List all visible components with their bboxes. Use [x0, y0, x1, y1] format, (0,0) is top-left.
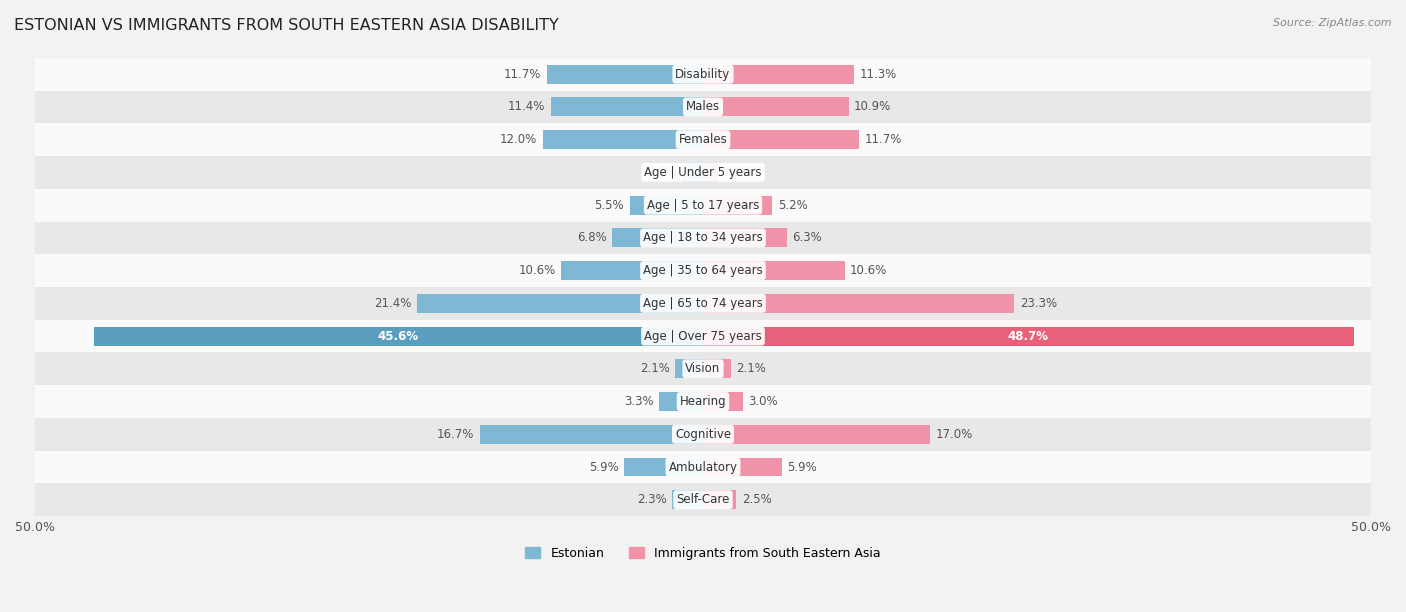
- Text: 3.3%: 3.3%: [624, 395, 654, 408]
- Bar: [35, 450, 1371, 483]
- Text: Vision: Vision: [685, 362, 721, 375]
- Text: 2.1%: 2.1%: [737, 362, 766, 375]
- Text: 11.3%: 11.3%: [859, 68, 897, 81]
- Text: 5.9%: 5.9%: [787, 460, 817, 474]
- Bar: [551, 97, 703, 116]
- Text: 6.3%: 6.3%: [793, 231, 823, 244]
- Text: 3.0%: 3.0%: [748, 395, 778, 408]
- Bar: [418, 294, 703, 313]
- Text: 48.7%: 48.7%: [1008, 330, 1049, 343]
- Text: Cognitive: Cognitive: [675, 428, 731, 441]
- Text: 5.5%: 5.5%: [595, 199, 624, 212]
- Bar: [35, 483, 1371, 516]
- Bar: [683, 163, 703, 182]
- Bar: [35, 385, 1371, 418]
- Text: 11.4%: 11.4%: [508, 100, 546, 113]
- Text: 23.3%: 23.3%: [1019, 297, 1057, 310]
- Text: 16.7%: 16.7%: [437, 428, 475, 441]
- Text: Hearing: Hearing: [679, 395, 727, 408]
- Text: 10.9%: 10.9%: [853, 100, 891, 113]
- Text: 10.6%: 10.6%: [851, 264, 887, 277]
- Bar: [703, 65, 853, 84]
- Bar: [35, 319, 1371, 353]
- Text: Males: Males: [686, 100, 720, 113]
- Bar: [703, 490, 737, 509]
- Text: 5.2%: 5.2%: [778, 199, 807, 212]
- Text: 5.9%: 5.9%: [589, 460, 619, 474]
- Text: Source: ZipAtlas.com: Source: ZipAtlas.com: [1274, 18, 1392, 28]
- Bar: [35, 418, 1371, 450]
- Bar: [703, 425, 931, 444]
- Text: 2.1%: 2.1%: [640, 362, 669, 375]
- Bar: [703, 458, 782, 477]
- Bar: [35, 254, 1371, 287]
- Text: 11.7%: 11.7%: [503, 68, 541, 81]
- Bar: [675, 359, 703, 378]
- Text: Ambulatory: Ambulatory: [668, 460, 738, 474]
- Text: 11.7%: 11.7%: [865, 133, 903, 146]
- Bar: [703, 294, 1014, 313]
- Bar: [703, 261, 845, 280]
- Bar: [543, 130, 703, 149]
- Text: Age | Over 75 years: Age | Over 75 years: [644, 330, 762, 343]
- Bar: [703, 327, 1354, 346]
- Text: 2.5%: 2.5%: [742, 493, 772, 506]
- Bar: [703, 130, 859, 149]
- Text: Age | 65 to 74 years: Age | 65 to 74 years: [643, 297, 763, 310]
- Text: ESTONIAN VS IMMIGRANTS FROM SOUTH EASTERN ASIA DISABILITY: ESTONIAN VS IMMIGRANTS FROM SOUTH EASTER…: [14, 18, 558, 34]
- Bar: [547, 65, 703, 84]
- Bar: [703, 163, 717, 182]
- Text: 12.0%: 12.0%: [501, 133, 537, 146]
- Bar: [672, 490, 703, 509]
- Text: Age | 18 to 34 years: Age | 18 to 34 years: [643, 231, 763, 244]
- Text: 45.6%: 45.6%: [378, 330, 419, 343]
- Text: 1.1%: 1.1%: [723, 166, 754, 179]
- Bar: [703, 196, 772, 215]
- Bar: [659, 392, 703, 411]
- Text: 10.6%: 10.6%: [519, 264, 555, 277]
- Bar: [35, 58, 1371, 91]
- Bar: [35, 287, 1371, 319]
- Text: Self-Care: Self-Care: [676, 493, 730, 506]
- Text: Age | Under 5 years: Age | Under 5 years: [644, 166, 762, 179]
- Bar: [630, 196, 703, 215]
- Bar: [35, 156, 1371, 188]
- Text: 21.4%: 21.4%: [374, 297, 412, 310]
- Bar: [624, 458, 703, 477]
- Bar: [561, 261, 703, 280]
- Bar: [35, 353, 1371, 385]
- Bar: [35, 222, 1371, 254]
- Text: Disability: Disability: [675, 68, 731, 81]
- Bar: [35, 91, 1371, 123]
- Text: 2.3%: 2.3%: [637, 493, 666, 506]
- Text: Age | 5 to 17 years: Age | 5 to 17 years: [647, 199, 759, 212]
- Legend: Estonian, Immigrants from South Eastern Asia: Estonian, Immigrants from South Eastern …: [520, 542, 886, 565]
- Bar: [703, 228, 787, 247]
- Bar: [479, 425, 703, 444]
- Bar: [703, 392, 744, 411]
- Bar: [35, 188, 1371, 222]
- Bar: [703, 359, 731, 378]
- Text: 6.8%: 6.8%: [576, 231, 607, 244]
- Text: 1.5%: 1.5%: [648, 166, 678, 179]
- Bar: [94, 327, 703, 346]
- Bar: [612, 228, 703, 247]
- Text: 17.0%: 17.0%: [935, 428, 973, 441]
- Text: Females: Females: [679, 133, 727, 146]
- Bar: [703, 97, 849, 116]
- Bar: [35, 123, 1371, 156]
- Text: Age | 35 to 64 years: Age | 35 to 64 years: [643, 264, 763, 277]
